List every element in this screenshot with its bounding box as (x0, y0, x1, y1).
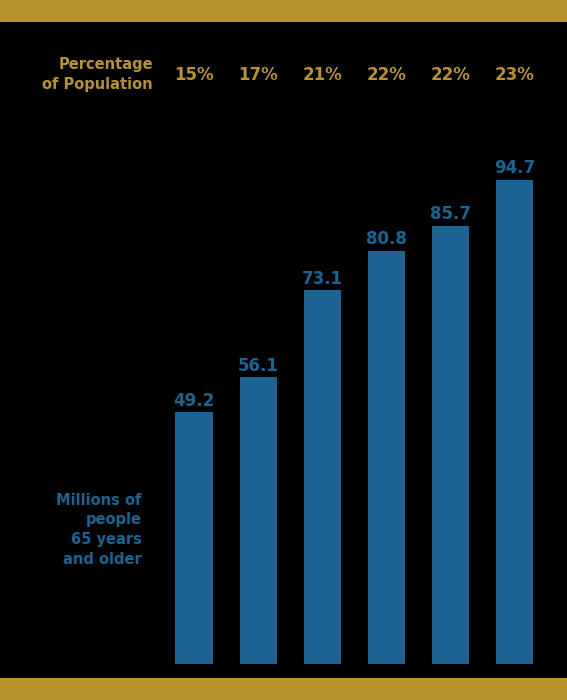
Text: 56.1: 56.1 (238, 356, 278, 374)
Text: 22%: 22% (431, 66, 471, 84)
Text: 49.2: 49.2 (174, 392, 215, 410)
Text: 17%: 17% (238, 66, 278, 84)
Text: 15%: 15% (174, 66, 214, 84)
Text: Percentage
of Population: Percentage of Population (43, 57, 153, 92)
Bar (432, 226, 469, 664)
Bar (240, 377, 277, 664)
Text: 21%: 21% (302, 66, 342, 84)
Bar (304, 290, 341, 664)
Bar (175, 412, 213, 664)
Text: 73.1: 73.1 (302, 270, 343, 288)
Text: Millions of
people
65 years
and older: Millions of people 65 years and older (56, 493, 142, 567)
Text: 85.7: 85.7 (430, 205, 471, 223)
Text: 94.7: 94.7 (494, 160, 535, 177)
Text: 23%: 23% (495, 66, 535, 84)
Bar (368, 251, 405, 664)
Text: 22%: 22% (366, 66, 407, 84)
Bar (496, 180, 534, 664)
Text: 80.8: 80.8 (366, 230, 407, 248)
